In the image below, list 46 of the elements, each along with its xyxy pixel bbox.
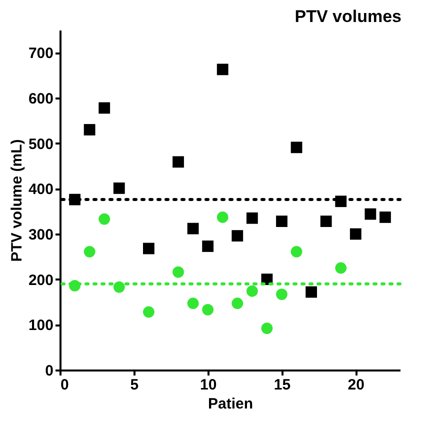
point [216, 212, 228, 223]
point [98, 102, 110, 114]
point [335, 262, 347, 274]
y-tick-label: 300 [28, 226, 54, 244]
y-tick-label: 0 [45, 362, 54, 380]
point [216, 64, 228, 76]
y-tick-label: 600 [28, 90, 54, 108]
point [172, 266, 184, 278]
point [380, 212, 391, 223]
point [276, 216, 288, 228]
point [202, 304, 214, 316]
point [172, 156, 184, 168]
point [232, 298, 244, 310]
x-tick-label: 20 [348, 376, 364, 394]
x-tick-label: 10 [200, 376, 217, 394]
y-tick-label: 500 [28, 136, 54, 153]
point [142, 242, 154, 254]
point [276, 288, 288, 300]
point [98, 213, 110, 225]
point [84, 124, 96, 136]
point [113, 182, 125, 194]
x-axis-title: Patien [208, 396, 254, 412]
point [187, 298, 199, 310]
point [290, 142, 302, 154]
x-tick-label: 0 [60, 376, 69, 394]
point [320, 216, 332, 228]
point [202, 240, 214, 252]
y-tick-label: 100 [28, 317, 54, 334]
point [84, 246, 96, 258]
point [187, 222, 199, 234]
point [364, 208, 376, 220]
point [306, 286, 318, 298]
point [290, 246, 302, 258]
y-tick-label: 400 [28, 181, 54, 198]
point [261, 322, 273, 334]
x-tick-label: 5 [130, 376, 139, 394]
y-tick-label: 200 [28, 272, 54, 289]
point [350, 228, 362, 240]
x-tick-label: 15 [274, 376, 291, 394]
point [246, 285, 258, 297]
point [232, 230, 244, 242]
point [142, 306, 154, 318]
y-tick-label: 700 [28, 45, 54, 62]
y-axis-title: PTV volume (mL) [8, 139, 26, 262]
chart-title: PTV volumes [294, 7, 402, 26]
point [246, 212, 258, 224]
